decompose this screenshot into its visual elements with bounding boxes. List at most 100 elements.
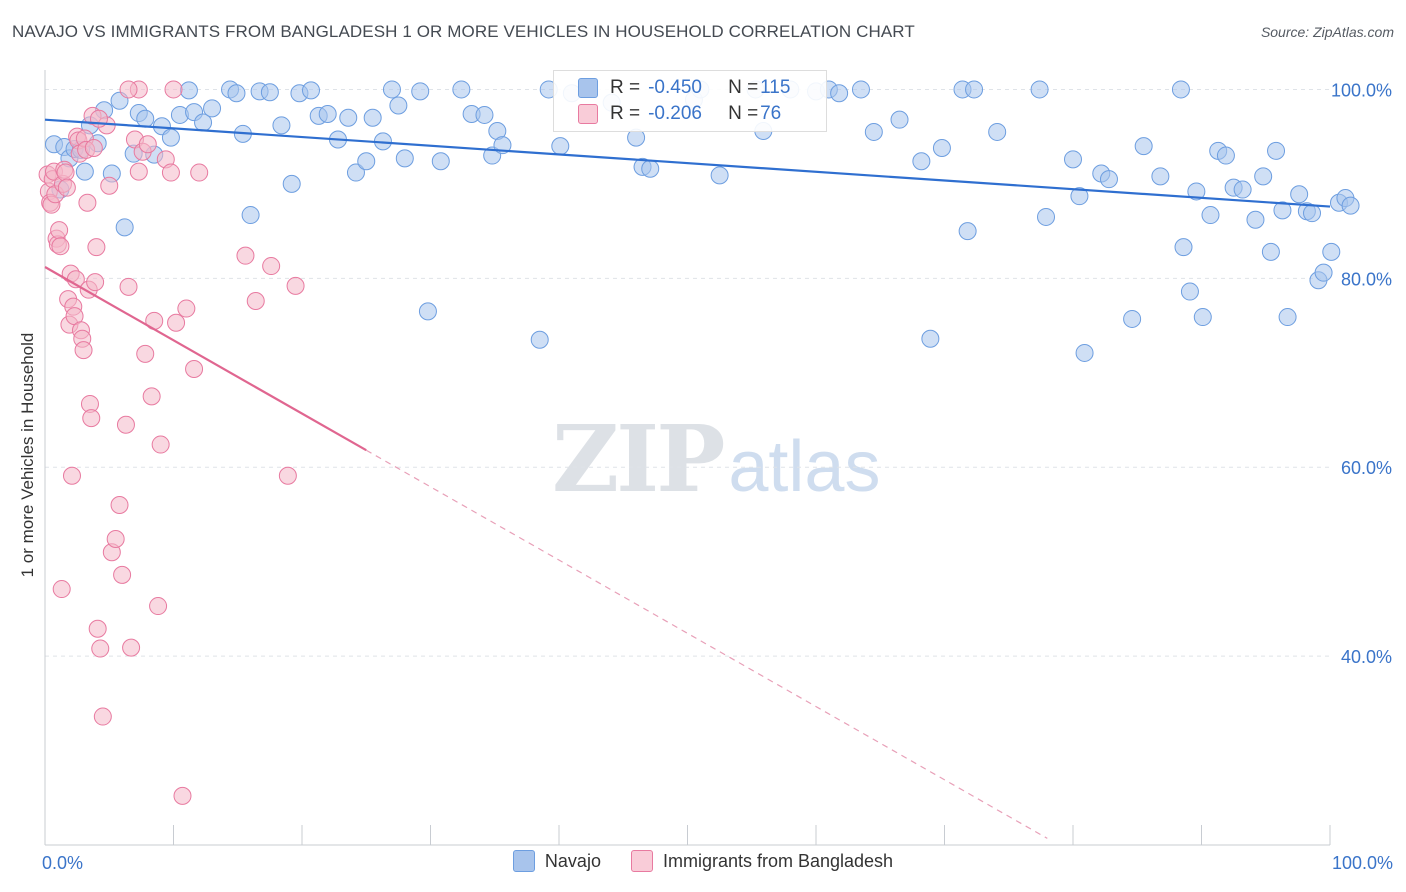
legend-label-bangladesh: Immigrants from Bangladesh — [662, 850, 894, 871]
bangladesh-point — [62, 466, 81, 485]
bangladesh-point — [56, 163, 75, 182]
navajo-point — [357, 152, 376, 171]
navajo-point — [161, 128, 180, 147]
navajo-point — [958, 222, 977, 241]
navajo-point — [272, 116, 291, 135]
y-tick-label: 100.0% — [1331, 80, 1392, 100]
legend-swatch-navajo — [578, 78, 598, 98]
bangladesh-point — [129, 162, 148, 181]
navajo-point — [363, 108, 382, 127]
bangladesh-point — [136, 344, 155, 363]
bangladesh-point — [262, 257, 281, 276]
bangladesh-point — [51, 237, 70, 256]
bangladesh-point — [86, 273, 105, 292]
bangladesh-point — [167, 313, 186, 332]
navajo-point — [227, 84, 246, 103]
navajo-point — [1123, 309, 1142, 328]
navajo-point — [710, 166, 729, 185]
stats-legend: R = -0.450 N = 115 R = -0.206 N = 76 — [553, 70, 827, 132]
navajo-point — [136, 109, 155, 128]
bangladesh-point — [52, 580, 71, 599]
legend-n-value: 115 — [760, 77, 791, 98]
legend-row-navajo: R = -0.450 N = 115 — [578, 76, 790, 100]
navajo-point — [1314, 263, 1333, 282]
bangladesh-point — [286, 276, 305, 295]
bangladesh-trend-extension — [365, 449, 1048, 839]
legend-n-value: 76 — [760, 103, 782, 124]
bangladesh-point — [149, 597, 168, 616]
navajo-point — [912, 152, 931, 171]
source-label[interactable]: Source: ZipAtlas.com — [1260, 24, 1394, 40]
bangladesh-point — [93, 707, 112, 726]
navajo-point — [932, 139, 951, 157]
bangladesh-point — [110, 496, 129, 514]
series-legend: Navajo Immigrants from Bangladesh — [0, 850, 1406, 872]
navajo-point — [864, 122, 883, 141]
navajo-point — [921, 329, 940, 348]
navajo-point — [282, 174, 301, 193]
navajo-point — [1246, 210, 1265, 229]
x-tick-label: 100.0% — [1332, 853, 1393, 873]
bangladesh-point — [100, 176, 119, 195]
navajo-point — [1064, 150, 1082, 169]
navajo-point — [830, 84, 849, 103]
navajo-point — [1193, 308, 1212, 327]
bangladesh-point — [119, 277, 138, 296]
navajo-point — [1254, 167, 1273, 186]
navajo-point — [1233, 180, 1252, 199]
navajo-trend-line — [44, 118, 1331, 208]
navajo-point — [1267, 141, 1286, 160]
bangladesh-trend-line — [44, 266, 367, 452]
navajo-point — [411, 82, 430, 101]
bangladesh-point — [82, 409, 101, 428]
legend-swatch-bangladesh — [630, 850, 653, 872]
bangladesh-point — [246, 292, 265, 310]
navajo-point — [1075, 343, 1094, 362]
bangladesh-point — [57, 178, 76, 197]
navajo-point — [318, 105, 337, 123]
bangladesh-point — [164, 80, 183, 99]
bangladesh-point — [190, 163, 209, 182]
navajo-point — [965, 80, 984, 99]
navajo-point — [1134, 137, 1153, 156]
navajo-point — [890, 110, 909, 129]
chart-title: NAVAJO VS IMMIGRANTS FROM BANGLADESH 1 O… — [12, 22, 915, 41]
legend-item-bangladesh[interactable]: Immigrants from Bangladesh — [630, 850, 894, 872]
bangladesh-point — [185, 360, 204, 378]
navajo-point — [1341, 196, 1360, 215]
navajo-point — [1151, 167, 1170, 186]
navajo-point — [641, 159, 660, 178]
navajo-point — [241, 206, 260, 225]
bangladesh-point — [138, 135, 157, 154]
navajo-point — [339, 108, 358, 127]
navajo-point — [988, 122, 1007, 141]
navajo-point — [1261, 242, 1280, 261]
navajo-point — [1303, 204, 1322, 223]
bangladesh-point — [236, 246, 255, 265]
navajo-point — [1099, 170, 1118, 189]
bangladesh-point — [278, 466, 297, 485]
legend-item-navajo[interactable]: Navajo — [512, 850, 601, 872]
navajo-point — [452, 80, 471, 99]
legend-r-value: -0.206 — [648, 103, 702, 124]
navajo-point — [851, 80, 870, 99]
navajo-point — [346, 163, 365, 182]
bangladesh-point — [119, 80, 138, 99]
legend-r-label: R = — [610, 103, 641, 124]
navajo-point — [203, 99, 222, 118]
bangladesh-point — [78, 193, 97, 212]
bangladesh-point — [116, 415, 135, 434]
legend-n-label: N = — [728, 103, 759, 124]
y-tick-label: 80.0% — [1341, 269, 1392, 289]
legend-label-navajo: Navajo — [544, 850, 601, 871]
navajo-point — [1273, 201, 1292, 220]
navajo-point — [418, 302, 437, 321]
navajo-point — [431, 152, 450, 171]
bangladesh-point — [142, 387, 161, 406]
legend-n-label: N = — [728, 77, 759, 98]
navajo-point — [1290, 185, 1309, 204]
navajo-point — [301, 81, 320, 100]
navajo-point — [179, 81, 198, 100]
navajo-point — [1322, 242, 1341, 261]
